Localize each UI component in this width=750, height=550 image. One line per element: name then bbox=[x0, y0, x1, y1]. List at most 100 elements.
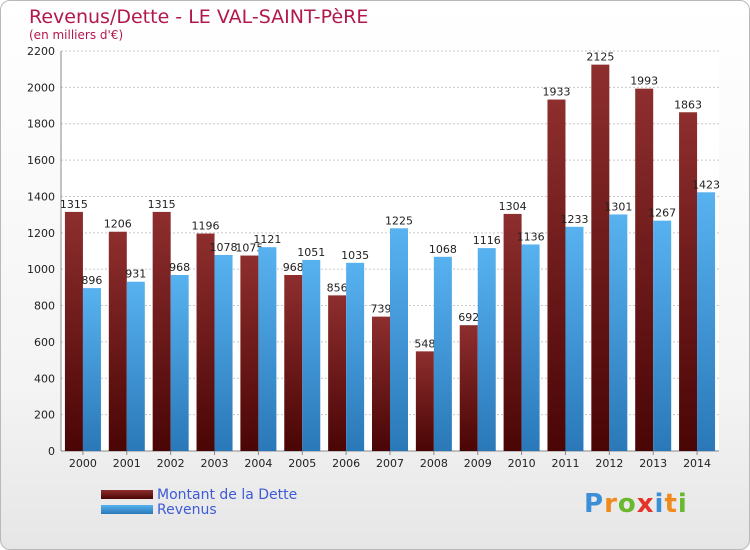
data-label-revenus: 1116 bbox=[473, 234, 501, 247]
proxiti-logo: Proxiti bbox=[584, 489, 688, 519]
bar-dette bbox=[196, 233, 215, 451]
data-label-revenus: 1233 bbox=[560, 213, 588, 226]
bar-revenus bbox=[126, 281, 145, 451]
logo-letter: i bbox=[654, 489, 665, 519]
legend-swatch-revenus bbox=[101, 505, 153, 514]
legend-label-revenus: Revenus bbox=[157, 501, 217, 518]
bar-dette bbox=[328, 295, 347, 451]
y-tick-label: 1400 bbox=[27, 190, 55, 203]
legend: Montant de la Dette Revenus bbox=[101, 486, 298, 518]
y-tick-label: 1000 bbox=[27, 263, 55, 276]
x-tick-label: 2014 bbox=[683, 457, 711, 470]
bar-revenus bbox=[521, 244, 540, 451]
x-tick-label: 2006 bbox=[332, 457, 360, 470]
data-label-dette: 1075 bbox=[235, 242, 263, 255]
x-tick-label: 2008 bbox=[420, 457, 448, 470]
x-tick-label: 2007 bbox=[376, 457, 404, 470]
data-label-dette: 739 bbox=[371, 303, 392, 316]
data-label-revenus: 1267 bbox=[648, 207, 676, 220]
x-tick-label: 2000 bbox=[69, 457, 97, 470]
bar-revenus bbox=[653, 220, 672, 451]
data-label-revenus: 1121 bbox=[253, 233, 281, 246]
data-label-dette: 692 bbox=[458, 311, 479, 324]
x-tick-label: 2011 bbox=[551, 457, 579, 470]
data-label-revenus: 931 bbox=[125, 268, 146, 281]
y-tick-label: 1200 bbox=[27, 227, 55, 240]
data-label-dette: 1315 bbox=[60, 198, 88, 211]
y-tick-label: 400 bbox=[34, 372, 55, 385]
data-label-revenus: 1051 bbox=[297, 246, 325, 259]
data-label-dette: 1196 bbox=[192, 220, 220, 233]
data-label-dette: 2125 bbox=[586, 51, 614, 64]
data-label-revenus: 1225 bbox=[385, 214, 413, 227]
data-label-dette: 1304 bbox=[499, 200, 527, 213]
y-tick-label: 0 bbox=[48, 445, 55, 458]
bar-dette bbox=[547, 99, 566, 451]
x-tick-label: 2009 bbox=[464, 457, 492, 470]
legend-label-dette: Montant de la Dette bbox=[157, 486, 298, 503]
x-tick-label: 2003 bbox=[201, 457, 229, 470]
data-label-dette: 1206 bbox=[104, 218, 132, 231]
bar-revenus bbox=[170, 275, 189, 451]
bar-dette bbox=[64, 211, 83, 451]
bar-dette bbox=[591, 64, 610, 452]
bar-revenus bbox=[390, 228, 408, 451]
bar-dette bbox=[415, 351, 434, 451]
legend-item-revenus: Revenus bbox=[101, 501, 297, 518]
bar-revenus bbox=[565, 226, 584, 451]
logo-letter: P bbox=[584, 489, 605, 519]
bar-revenus bbox=[477, 248, 496, 451]
bar-dette bbox=[503, 213, 522, 451]
data-label-revenus: 1136 bbox=[517, 230, 545, 243]
x-tick-label: 2002 bbox=[157, 457, 185, 470]
logo-letter: i bbox=[677, 489, 688, 519]
bar-dette bbox=[635, 88, 654, 452]
data-label-revenus: 896 bbox=[81, 274, 102, 287]
chart-subtitle: (en milliers d'€) bbox=[29, 28, 124, 42]
bar-dette bbox=[679, 112, 698, 451]
logo-letter: x bbox=[636, 489, 655, 519]
bar-revenus bbox=[82, 288, 101, 451]
bar-revenus bbox=[609, 214, 628, 451]
bar-revenus bbox=[258, 247, 277, 451]
data-label-revenus: 1068 bbox=[429, 243, 457, 256]
x-tick-label: 2013 bbox=[639, 457, 667, 470]
data-label-dette: 968 bbox=[283, 261, 304, 274]
data-label-dette: 1315 bbox=[148, 198, 176, 211]
bar-revenus bbox=[346, 262, 365, 451]
y-tick-label: 800 bbox=[34, 300, 55, 313]
chart-title: Revenus/Dette - LE VAL-SAINT-PèRE bbox=[29, 6, 369, 28]
data-label-dette: 1933 bbox=[542, 86, 570, 99]
bar-dette bbox=[459, 325, 478, 451]
logo-letter: r bbox=[604, 489, 618, 519]
bar-dette bbox=[372, 316, 390, 451]
data-label-dette: 1863 bbox=[674, 98, 702, 111]
bar-dette bbox=[284, 275, 303, 451]
data-label-dette: 548 bbox=[414, 337, 435, 350]
data-label-dette: 856 bbox=[327, 281, 348, 294]
y-tick-label: 2200 bbox=[27, 45, 55, 58]
y-tick-label: 1600 bbox=[27, 154, 55, 167]
data-label-revenus: 1035 bbox=[341, 249, 369, 262]
bar-revenus bbox=[433, 256, 452, 451]
x-tick-label: 2010 bbox=[508, 457, 536, 470]
x-tick-label: 2012 bbox=[595, 457, 623, 470]
data-label-dette: 1993 bbox=[630, 75, 658, 88]
bar-dette bbox=[108, 231, 127, 451]
data-label-revenus: 1301 bbox=[604, 200, 632, 213]
y-tick-label: 200 bbox=[34, 409, 55, 422]
legend-item-dette: Montant de la Dette bbox=[101, 486, 298, 503]
y-tick-label: 600 bbox=[34, 336, 55, 349]
bar-dette bbox=[152, 211, 171, 451]
y-tick-label: 1800 bbox=[27, 118, 55, 131]
bar-dette bbox=[240, 255, 259, 451]
x-tick-label: 2005 bbox=[288, 457, 316, 470]
x-tick-label: 2004 bbox=[244, 457, 272, 470]
bar-revenus bbox=[302, 259, 321, 451]
data-label-revenus: 1423 bbox=[692, 178, 720, 191]
logo-letter: t bbox=[664, 489, 678, 519]
bar-revenus bbox=[697, 192, 716, 452]
x-tick-label: 2001 bbox=[113, 457, 141, 470]
